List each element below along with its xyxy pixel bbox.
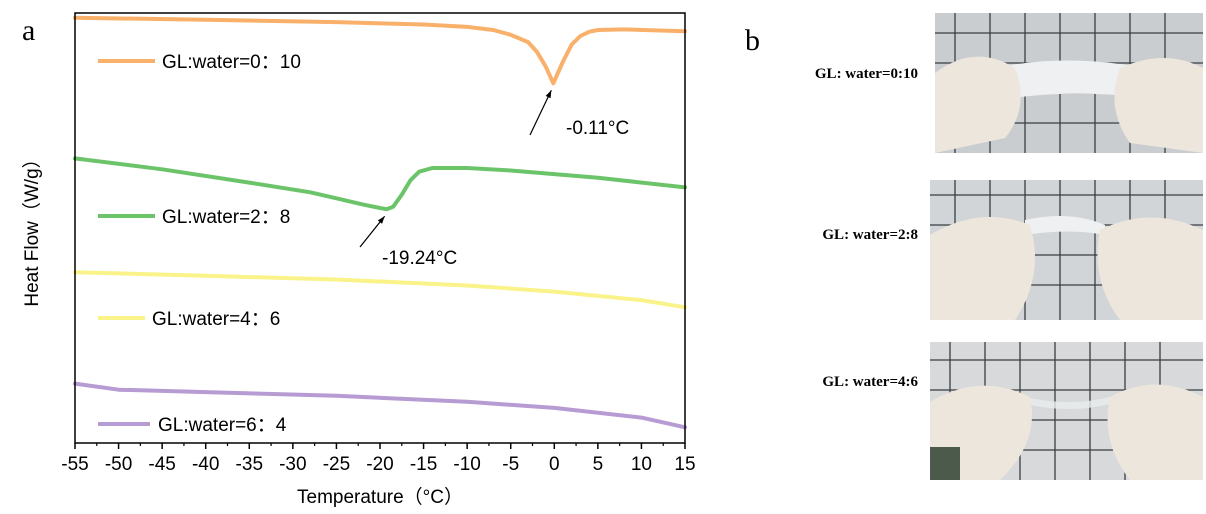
heat-flow-chart: GL:water=0：10 GL:water=2：8 GL:water=4：6 GL:… xyxy=(21,12,696,508)
series-line-4 xyxy=(73,381,687,430)
x-tick-label-12: 0 xyxy=(549,454,560,475)
series-line-3 xyxy=(73,270,687,310)
photo-sample-4-6-image xyxy=(930,342,1203,480)
panel-a-label: a xyxy=(22,14,36,47)
x-tick-label-2: -50 xyxy=(105,454,132,475)
annotation-arrowhead-1 xyxy=(545,90,552,99)
legend-label-1: GL:water=0：10 xyxy=(162,52,301,73)
x-tick-label-14: 10 xyxy=(631,454,652,475)
y-axis-label: Heat Flow（W/g） xyxy=(21,149,43,306)
photo-sample-4-6 xyxy=(930,342,1203,480)
x-tick-label-9: -15 xyxy=(410,454,437,475)
x-tick-label-15: 15 xyxy=(674,454,695,475)
x-tick-label-4: -40 xyxy=(192,454,219,475)
legend-label-4: GL:water=6：4 xyxy=(158,415,287,436)
legend-label-2: GL:water=2：8 xyxy=(162,207,290,228)
photo-label-2: GL: water=2:8 xyxy=(822,227,918,243)
panel-b-label: b xyxy=(745,24,760,57)
x-axis-label: Temperature（°C） xyxy=(297,486,463,508)
annotation-arrowhead-2 xyxy=(377,216,385,224)
series-line-1 xyxy=(73,15,687,86)
x-tick-label-1: -55 xyxy=(61,454,88,475)
annotation-label-2: -19.24°C xyxy=(382,248,457,269)
photo-sample-0-10 xyxy=(935,13,1203,153)
photo-label-3: GL: water=4:6 xyxy=(822,374,918,390)
plot-frame xyxy=(74,12,686,444)
x-tick-label-11: -5 xyxy=(502,454,519,475)
photo-sample-0-10-image xyxy=(935,13,1203,153)
series-line-2 xyxy=(73,156,687,212)
x-tick-label-5: -35 xyxy=(236,454,263,475)
photo-sample-2-8 xyxy=(930,180,1203,320)
x-tick-label-7: -25 xyxy=(323,454,350,475)
photo-sample-2-8-image xyxy=(930,180,1203,320)
x-tick-label-6: -30 xyxy=(279,454,306,475)
x-tick-label-10: -10 xyxy=(453,454,480,475)
annotation-label-1: -0.11°C xyxy=(566,118,629,139)
x-tick-label-13: 5 xyxy=(593,454,604,475)
x-tick-label-8: -20 xyxy=(366,454,393,475)
legend-label-3: GL:water=4：6 xyxy=(152,309,280,330)
photo-label-1: GL: water=0:10 xyxy=(814,66,918,82)
x-tick-label-3: -45 xyxy=(148,454,175,475)
annotation-arrow-1 xyxy=(529,89,552,136)
